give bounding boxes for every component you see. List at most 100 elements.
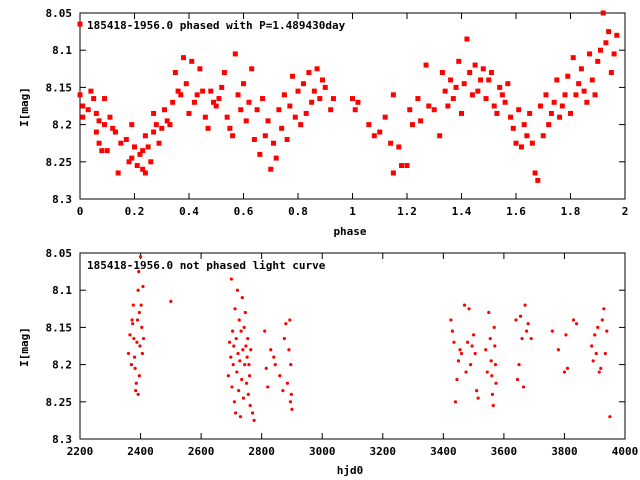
x-tick-label: 3800 bbox=[551, 445, 578, 458]
data-point bbox=[167, 122, 173, 128]
data-point bbox=[278, 374, 282, 378]
data-point bbox=[565, 366, 570, 370]
data-point bbox=[216, 96, 222, 102]
data-point bbox=[230, 133, 236, 139]
data-point bbox=[77, 92, 83, 98]
y-tick-label: 8.15 bbox=[46, 321, 73, 334]
data-point bbox=[480, 66, 486, 72]
data-point bbox=[472, 62, 478, 68]
data-point bbox=[250, 411, 255, 415]
data-point bbox=[452, 340, 456, 344]
x-tick-label: 0.8 bbox=[288, 205, 308, 218]
data-point bbox=[186, 110, 192, 116]
data-point bbox=[584, 99, 590, 105]
data-point bbox=[532, 170, 538, 176]
data-point bbox=[517, 363, 521, 367]
data-point bbox=[292, 114, 298, 120]
data-point bbox=[243, 118, 249, 124]
data-point bbox=[138, 344, 142, 348]
data-point bbox=[459, 351, 464, 356]
data-point bbox=[132, 336, 136, 341]
data-point bbox=[494, 381, 498, 385]
data-point bbox=[556, 348, 560, 352]
data-point bbox=[102, 122, 108, 128]
data-point bbox=[465, 340, 470, 344]
data-point bbox=[135, 318, 140, 322]
data-point bbox=[415, 96, 421, 102]
data-point bbox=[142, 170, 148, 176]
data-point bbox=[245, 355, 249, 359]
x-axis-label: hjd0 bbox=[337, 464, 364, 477]
data-point bbox=[133, 366, 137, 370]
y-ticks: 8.05 8.1 8.15 8.2 8.25 8.3 bbox=[46, 247, 625, 446]
data-point bbox=[290, 73, 296, 79]
data-point bbox=[249, 348, 253, 352]
data-point bbox=[219, 84, 225, 90]
data-point bbox=[494, 110, 500, 116]
data-point bbox=[244, 381, 249, 385]
data-point bbox=[227, 340, 232, 344]
data-point bbox=[475, 389, 479, 393]
data-point bbox=[134, 389, 138, 393]
data-point bbox=[170, 99, 176, 105]
data-point bbox=[272, 355, 276, 359]
data-point bbox=[145, 144, 151, 150]
data-point bbox=[521, 122, 527, 128]
data-point bbox=[153, 122, 159, 128]
data-point bbox=[456, 58, 462, 64]
x-tick-label: 1.4 bbox=[452, 205, 472, 218]
data-point bbox=[608, 415, 612, 419]
data-point bbox=[132, 144, 137, 150]
data-point bbox=[175, 88, 181, 94]
data-point bbox=[102, 96, 108, 102]
data-point bbox=[243, 310, 247, 315]
data-point bbox=[141, 284, 145, 289]
data-point bbox=[565, 73, 571, 79]
data-point bbox=[99, 148, 105, 154]
data-point bbox=[590, 344, 594, 348]
data-point bbox=[281, 389, 285, 393]
data-point bbox=[603, 40, 609, 46]
data-point bbox=[139, 303, 143, 307]
data-point bbox=[137, 374, 141, 378]
data-point bbox=[557, 114, 563, 120]
data-point bbox=[107, 114, 113, 120]
x-tick-label: 0.6 bbox=[234, 205, 254, 218]
y-tick-label: 8.1 bbox=[52, 44, 72, 57]
chart-title: 185418-1956.0 phased with P=1.489430day bbox=[87, 19, 346, 32]
data-point bbox=[115, 170, 121, 176]
data-point bbox=[518, 144, 524, 150]
data-point bbox=[246, 336, 250, 341]
phased-light-curve-panel: 0 0.2 0.4 0.6 0.8 1 1.2 1.4 1.6 1.8 2 8.058.18.158… bbox=[18, 7, 628, 238]
data-point bbox=[140, 325, 144, 329]
data-point bbox=[137, 310, 141, 315]
data-point bbox=[366, 122, 372, 128]
data-point bbox=[377, 129, 383, 135]
data-point bbox=[529, 140, 535, 146]
data-point bbox=[96, 140, 102, 146]
data-point bbox=[396, 144, 402, 150]
data-point bbox=[484, 348, 488, 352]
data-point bbox=[594, 351, 598, 356]
x-tick-label: 3400 bbox=[430, 445, 457, 458]
data-point bbox=[285, 381, 290, 385]
data-point bbox=[287, 348, 291, 352]
data-point bbox=[243, 363, 247, 367]
data-point bbox=[181, 55, 187, 61]
data-point bbox=[449, 318, 453, 322]
data-point bbox=[423, 62, 429, 68]
data-point bbox=[129, 363, 134, 367]
data-point bbox=[589, 77, 595, 83]
data-point bbox=[309, 99, 315, 105]
data-point bbox=[448, 77, 454, 83]
data-point bbox=[161, 107, 167, 113]
data-point bbox=[118, 140, 124, 146]
data-point bbox=[276, 107, 282, 113]
y-tick-label: 8.3 bbox=[52, 193, 72, 206]
data-point bbox=[104, 148, 110, 154]
data-point bbox=[268, 166, 274, 172]
data-point bbox=[445, 103, 451, 109]
data-point bbox=[197, 66, 203, 72]
data-point bbox=[523, 303, 527, 307]
data-point bbox=[458, 348, 462, 352]
